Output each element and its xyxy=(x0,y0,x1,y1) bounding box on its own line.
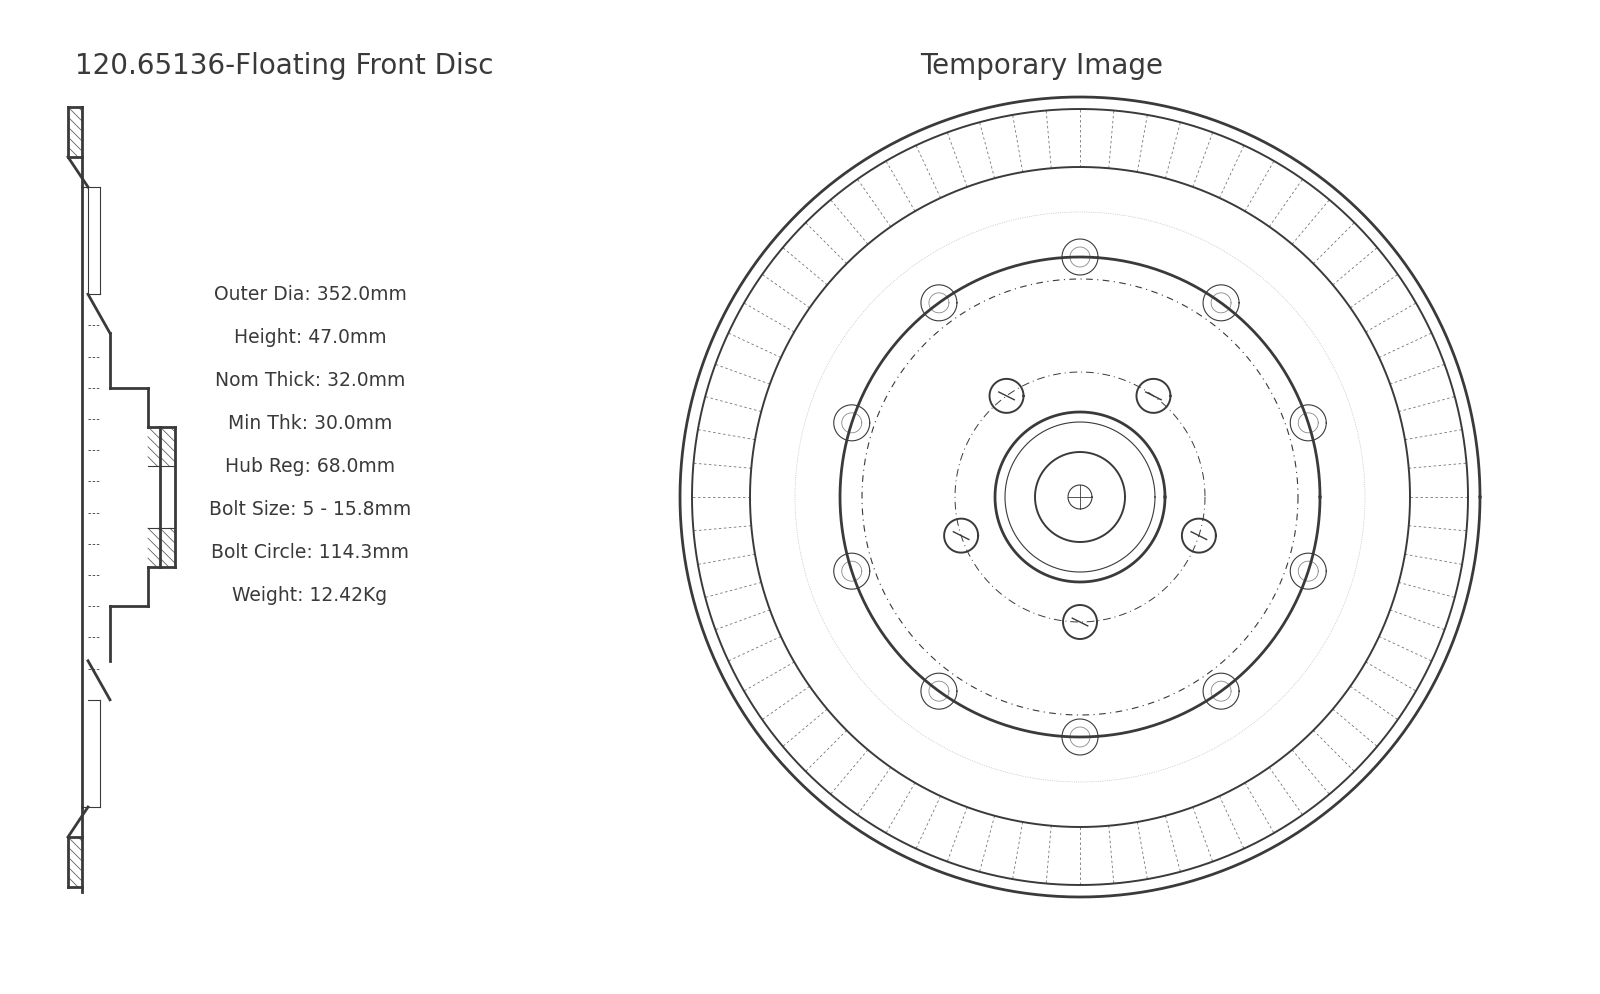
Text: Temporary Image: Temporary Image xyxy=(920,52,1163,80)
Text: Height: 47.0mm: Height: 47.0mm xyxy=(234,328,386,347)
Text: Bolt Circle: 114.3mm: Bolt Circle: 114.3mm xyxy=(211,543,410,562)
Text: Outer Dia: 352.0mm: Outer Dia: 352.0mm xyxy=(213,285,406,304)
Text: Hub Reg: 68.0mm: Hub Reg: 68.0mm xyxy=(226,457,395,476)
Text: 120.65136-Floating Front Disc: 120.65136-Floating Front Disc xyxy=(75,52,493,80)
Text: Bolt Size: 5 - 15.8mm: Bolt Size: 5 - 15.8mm xyxy=(210,500,411,519)
Text: Weight: 12.42Kg: Weight: 12.42Kg xyxy=(232,586,387,605)
Text: Min Thk: 30.0mm: Min Thk: 30.0mm xyxy=(227,414,392,433)
Text: Nom Thick: 32.0mm: Nom Thick: 32.0mm xyxy=(214,371,405,390)
